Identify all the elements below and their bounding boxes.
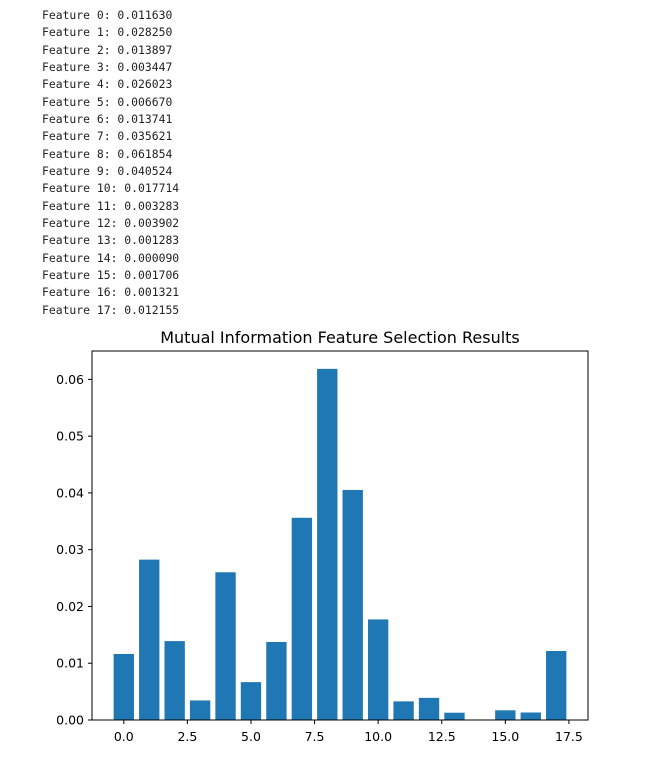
bar-feature-10 [367, 619, 389, 720]
console-line: Feature 13: 0.001283 [42, 233, 180, 248]
console-line: Feature 12: 0.003902 [42, 215, 180, 230]
x-tick-label: 7.5 [305, 729, 325, 744]
bar-feature-9 [342, 489, 363, 720]
console-line: Feature 4: 0.026023 [42, 77, 173, 92]
bar-feature-12 [418, 697, 440, 720]
x-tick-label: 0.0 [114, 729, 134, 744]
console-line: Feature 10: 0.017714 [42, 181, 180, 196]
console-line: Feature 9: 0.040524 [42, 163, 173, 178]
bar-feature-3 [189, 700, 211, 720]
bar-feature-16 [520, 712, 541, 720]
y-tick-label: 0.00 [56, 713, 84, 728]
console-line: Feature 17: 0.012155 [42, 302, 180, 317]
y-axis: 0.00 0.01 0.02 0.03 0.04 0.05 0.06 [56, 372, 92, 728]
console-line: Feature 5: 0.006670 [42, 94, 173, 109]
x-tick-label: 5.0 [241, 729, 261, 744]
console-line: Feature 14: 0.000090 [42, 250, 180, 265]
console-line: Feature 2: 0.013897 [42, 42, 173, 57]
bars-group [113, 368, 567, 720]
console-line: Feature 1: 0.028250 [42, 25, 173, 40]
x-tick-label: 12.5 [428, 729, 456, 744]
x-axis: 0.0 2.5 5.0 7.5 10.0 12.5 15.0 17.5 [114, 720, 583, 744]
bar-feature-2 [164, 641, 185, 720]
y-tick-label: 0.04 [56, 485, 84, 500]
bar-feature-0 [113, 653, 134, 720]
bar-feature-6 [266, 641, 287, 720]
plot-frame [91, 350, 589, 721]
console-output: Feature 0: 0.011630 Feature 1: 0.028250 Fe… [42, 7, 179, 319]
console-line: Feature 6: 0.013741 [42, 111, 173, 126]
y-tick-label: 0.06 [56, 372, 84, 387]
bar-feature-15 [495, 710, 516, 720]
bar-feature-1 [139, 559, 160, 720]
console-line: Feature 0: 0.011630 [42, 8, 173, 22]
bar-feature-4 [215, 572, 236, 720]
x-tick-label: 2.5 [177, 729, 197, 744]
x-tick-label: 10.0 [364, 729, 392, 744]
y-tick-label: 0.03 [56, 542, 84, 557]
x-tick-label: 17.5 [555, 729, 583, 744]
bar-feature-7 [291, 517, 313, 720]
bar-feature-13 [444, 712, 465, 720]
y-tick-label: 0.02 [56, 599, 84, 614]
bar-feature-8 [317, 368, 338, 720]
bar-feature-11 [393, 701, 414, 720]
bar-feature-17 [546, 650, 567, 720]
console-line: Feature 16: 0.001321 [42, 285, 180, 300]
chart-title: Mutual Information Feature Selection Res… [160, 328, 520, 347]
bar-feature-5 [240, 682, 262, 720]
console-line: Feature 8: 0.061854 [42, 146, 173, 161]
console-line: Feature 7: 0.035621 [42, 129, 173, 144]
console-line: Feature 11: 0.003283 [42, 198, 180, 213]
y-tick-label: 0.01 [56, 656, 84, 671]
x-tick-label: 15.0 [491, 729, 519, 744]
console-line: Feature 15: 0.001706 [42, 267, 180, 282]
y-tick-label: 0.05 [56, 429, 84, 444]
console-line: Feature 3: 0.003447 [42, 59, 173, 74]
